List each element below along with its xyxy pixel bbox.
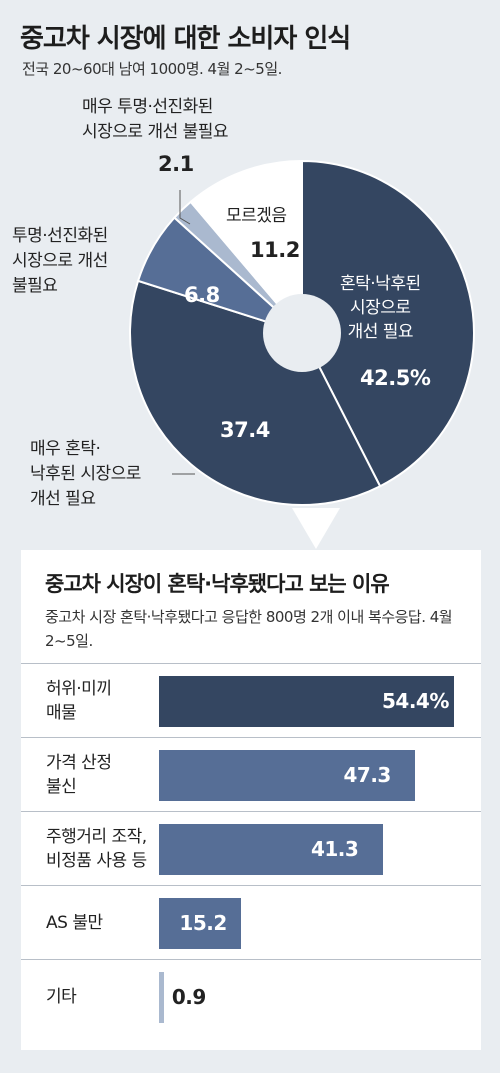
page-title: 중고차 시장에 대한 소비자 인식 [20, 24, 351, 54]
pie-label-very-muddy: 매우 혼탁· 낙후된 시장으로 개선 필요 [30, 439, 141, 509]
pie-center-hole [263, 294, 341, 372]
bar-value-label: 15.2 [179, 911, 227, 935]
pie-slice-dont-know [189, 159, 303, 336]
pie-value-very-muddy: 37.4 [220, 418, 270, 442]
bar [159, 676, 454, 727]
bar [159, 824, 383, 875]
bar-value-label: 47.3 [343, 763, 391, 787]
callout-pointer [292, 508, 340, 549]
bar-category-label: 가격 산정 불신 [46, 753, 112, 797]
bar-value-label: 0.9 [171, 985, 206, 1009]
pie-label-muddy: 혼탁·낙후된 시장으로 개선 필요 [340, 274, 421, 342]
reasons-title: 중고차 시장이 혼탁·낙후됐다고 보는 이유 [45, 572, 390, 596]
pie-value-not-needed: 6.8 [184, 283, 220, 307]
bar-value-label: 41.3 [310, 837, 359, 861]
leader-line-very-not-needed [179, 190, 191, 225]
pie-label-dont-know: 모르겠음 [226, 206, 287, 226]
bar-row: 기타 0.9 [21, 959, 481, 1034]
bar-row: 주행거리 조작, 비정품 사용 등 41.3 [21, 811, 481, 886]
pie-value-very-not-needed: 2.1 [158, 152, 194, 176]
bar [159, 750, 416, 801]
bar-category-label: 기타 [46, 987, 77, 1007]
pie-slice-muddy [301, 159, 475, 488]
bar-value-label: 54.4% [382, 689, 449, 713]
bar-row: 허위·미끼 매물 54.4% [21, 663, 481, 738]
pie-label-very-not-needed: 매우 투명·선진화된 시장으로 개선 불필요 [82, 97, 229, 142]
bar-row: 가격 산정 불신 47.3 [21, 737, 481, 812]
reasons-subtitle: 중고차 시장 혼탁·낙후됐다고 응답한 800명 2개 이내 복수응답. 4월 … [45, 608, 453, 650]
bar-category-label: 허위·미끼 매물 [46, 679, 112, 723]
page-subtitle: 전국 20~60대 남여 1000명. 4월 2~5일. [22, 60, 282, 78]
pie-label-not-needed: 투명·선진화된 시장으로 개선 불필요 [12, 226, 108, 296]
pie-value-dont-know: 11.2 [250, 238, 300, 262]
bar-category-label: 주행거리 조작, 비정품 사용 등 [46, 827, 147, 871]
pie-chart [129, 159, 475, 549]
bar-category-label: AS 불만 [46, 913, 103, 933]
bar [159, 898, 242, 949]
bar [159, 972, 164, 1023]
pie-slice-very-muddy [129, 279, 382, 506]
bar-row: AS 불만 15.2 [21, 885, 481, 960]
pie-value-muddy: 42.5% [360, 366, 431, 390]
